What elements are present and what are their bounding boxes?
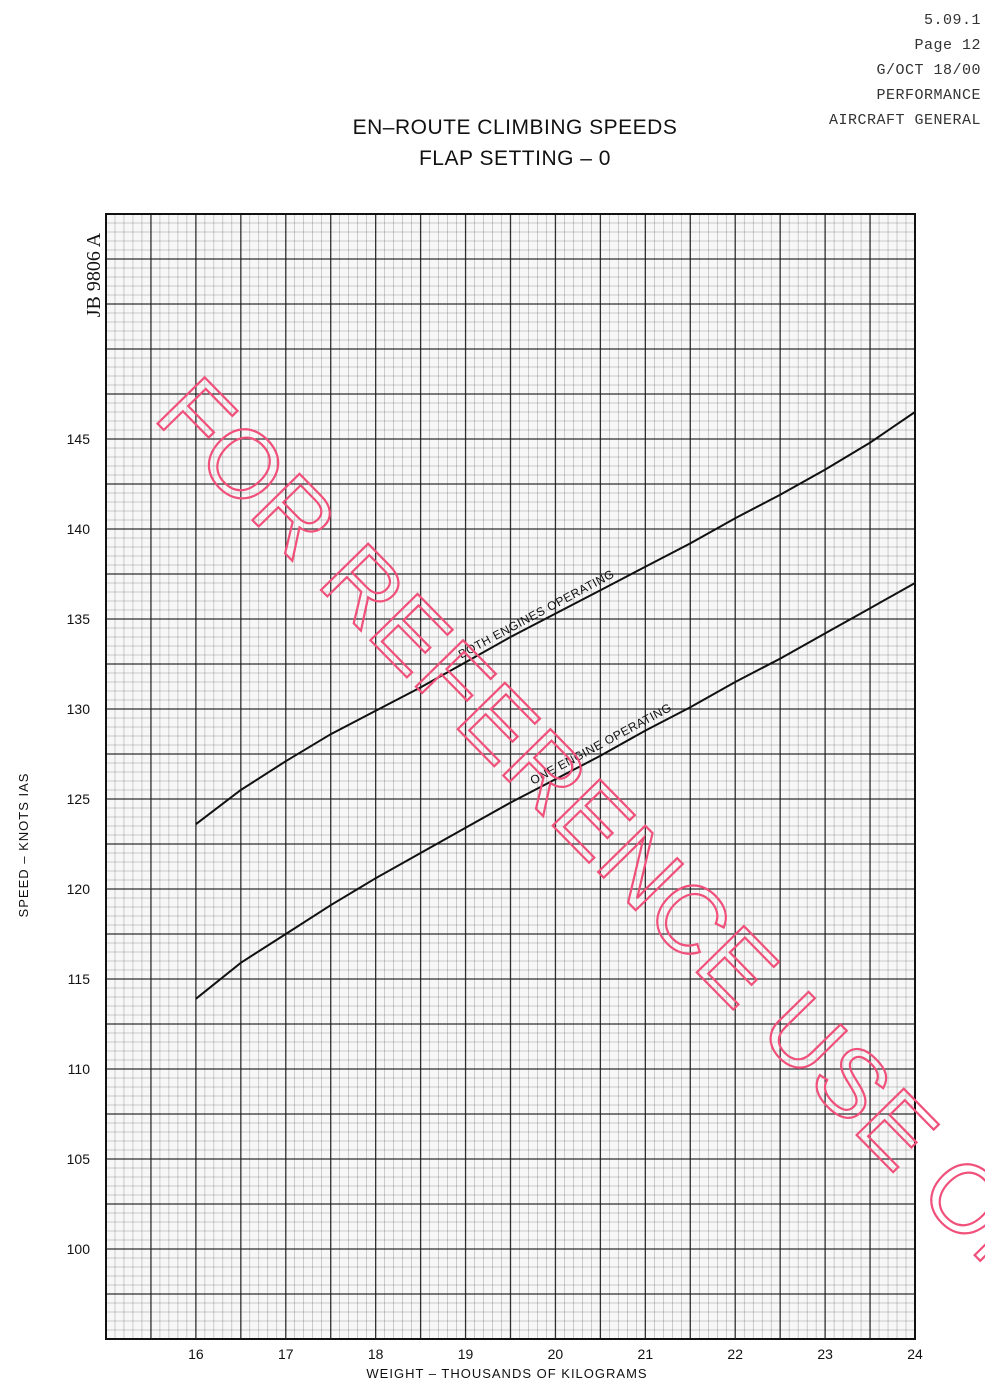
y-tick-label: 110 — [68, 1061, 91, 1077]
y-tick-label: 140 — [67, 521, 91, 537]
series-line-2 — [195, 582, 916, 1000]
y-axis-title: SPEED – KNOTS IAS — [16, 773, 31, 918]
x-tick-label: 19 — [458, 1346, 474, 1362]
chapter-name: PERFORMANCE — [876, 87, 981, 104]
y-tick-label: 120 — [67, 881, 91, 897]
section-name: AIRCRAFT GENERAL — [828, 112, 981, 129]
section-number: 5.09.1 — [923, 12, 981, 29]
reference-code: JB 9806 A — [83, 232, 105, 317]
x-tick-label: 24 — [907, 1346, 923, 1362]
y-tick-label: 105 — [67, 1151, 91, 1167]
x-tick-label: 21 — [638, 1346, 654, 1362]
series-line-1 — [195, 411, 916, 825]
y-tick-label: 125 — [67, 791, 91, 807]
x-tick-label: 17 — [278, 1346, 294, 1362]
x-tick-label: 20 — [548, 1346, 564, 1362]
x-tick-label: 22 — [727, 1346, 743, 1362]
chart-subtitle: FLAP SETTING – 0 — [418, 147, 611, 170]
chart-title-block: EN–ROUTE CLIMBING SPEEDS FLAP SETTING – … — [320, 112, 710, 174]
document-header: 5.09.1 Page 12 G/OCT 18/00 PERFORMANCE A… — [829, 8, 981, 133]
y-tick-label: 135 — [67, 611, 91, 627]
y-tick-labels: 100 105 110 115 120 125 130 135 140 145 — [67, 431, 91, 1257]
x-axis-title: WEIGHT – THOUSANDS OF KILOGRAMS — [366, 1366, 647, 1381]
x-tick-label: 23 — [817, 1346, 833, 1362]
x-tick-label: 18 — [368, 1346, 384, 1362]
curves — [195, 411, 916, 1000]
revision-date: G/OCT 18/00 — [876, 62, 981, 79]
grid — [105, 213, 916, 1340]
plot-frame — [105, 213, 916, 1340]
x-tick-labels: 16 17 18 19 20 21 22 23 24 — [188, 1346, 923, 1362]
y-tick-label: 100 — [67, 1241, 91, 1257]
x-tick-label: 16 — [188, 1346, 204, 1362]
chart-title: EN–ROUTE CLIMBING SPEEDS — [352, 116, 678, 139]
y-tick-label: 115 — [68, 971, 91, 987]
y-tick-label: 130 — [67, 701, 91, 717]
y-tick-label: 145 — [67, 431, 91, 447]
page-number: Page 12 — [914, 37, 981, 54]
